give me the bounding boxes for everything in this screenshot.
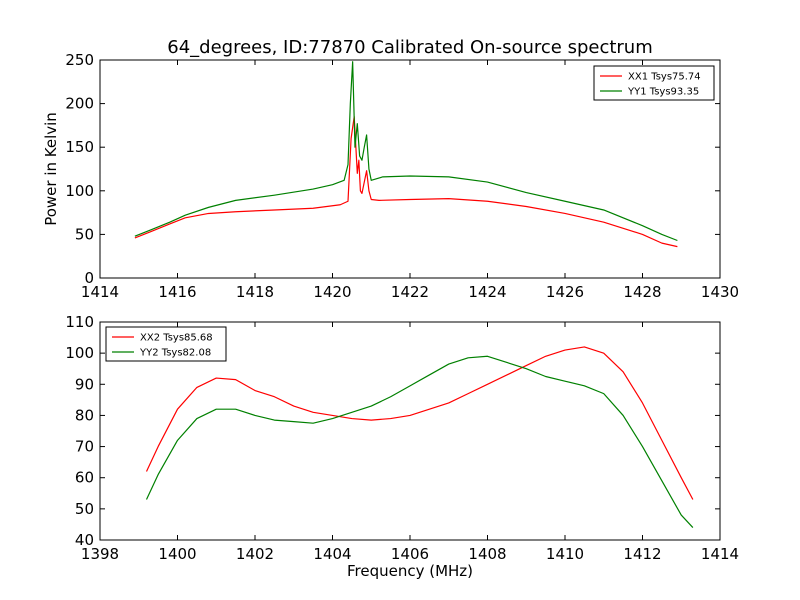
x-tick-label-0-3: 1420	[313, 283, 351, 301]
x-tick-label-0-4: 1422	[391, 283, 429, 301]
x-tick-label-0-1: 1416	[158, 283, 196, 301]
x-tick-label-1-5: 1408	[468, 545, 506, 563]
series-line-1-1	[145, 355, 694, 528]
legend-box-0	[593, 65, 715, 101]
x-tick-label-0-0: 1414	[81, 283, 119, 301]
y-tick-label-0-0: 0	[84, 269, 94, 287]
y-tick-label-0-2: 100	[65, 182, 94, 200]
bottom-panel: 1398 1400 1402 1404 1406 1408 1410 1412 1414 40 50…	[65, 313, 739, 563]
series-line-0-0	[134, 116, 678, 248]
y-tick-label-1-0: 40	[75, 531, 94, 549]
x-tick-label-1-2: 1402	[236, 545, 274, 563]
series-line-1-0	[145, 346, 694, 500]
y-tick-label-1-2: 60	[75, 469, 94, 487]
x-tick-label-0-7: 1428	[623, 283, 661, 301]
x-tick-label-1-0: 1398	[81, 545, 119, 563]
chart-title: 64_degrees, ID:77870 Calibrated On-sourc…	[167, 37, 653, 58]
x-tick-label-0-2: 1418	[236, 283, 274, 301]
y-tick-label-0-3: 150	[65, 138, 94, 156]
legend-label-0-1: YY1 Tsys93.35	[627, 87, 699, 98]
x-tick-label-1-7: 1412	[623, 545, 661, 563]
y-tick-label-0-5: 250	[65, 51, 94, 69]
legend-label-0-0: XX1 Tsys75.74	[628, 72, 701, 83]
y-axis-label-top: Power in Kelvin	[42, 112, 60, 226]
x-tick-label-1-3: 1404	[313, 545, 351, 563]
x-tick-label-1-4: 1406	[391, 545, 429, 563]
x-tick-label-0-8: 1430	[701, 283, 739, 301]
x-axis-label-bottom: Frequency (MHz)	[347, 562, 473, 580]
y-tick-label-1-6: 100	[65, 344, 94, 362]
x-tick-label-1-1: 1400	[158, 545, 196, 563]
y-tick-label-1-5: 90	[75, 375, 94, 393]
x-tick-label-1-8: 1414	[701, 545, 739, 563]
legend-label-1-0: XX2 Tsys85.68	[140, 333, 213, 344]
y-tick-label-1-4: 80	[75, 406, 94, 424]
y-tick-label-1-1: 50	[75, 500, 94, 518]
x-tick-label-1-6: 1410	[546, 545, 584, 563]
legend-box-1	[105, 326, 227, 362]
series-line-0-1	[134, 61, 678, 242]
x-tick-label-0-6: 1426	[546, 283, 584, 301]
legend-label-1-1: YY2 Tsys82.08	[139, 348, 211, 359]
y-tick-label-0-4: 200	[65, 95, 94, 113]
y-tick-label-1-7: 110	[65, 313, 94, 331]
y-tick-label-1-3: 70	[75, 438, 94, 456]
top-panel: 1414 1416 1418 1420 1422 1424 1426 1428 1430 0 50 1…	[65, 51, 739, 301]
x-tick-label-0-5: 1424	[468, 283, 506, 301]
y-tick-label-0-1: 50	[75, 225, 94, 243]
